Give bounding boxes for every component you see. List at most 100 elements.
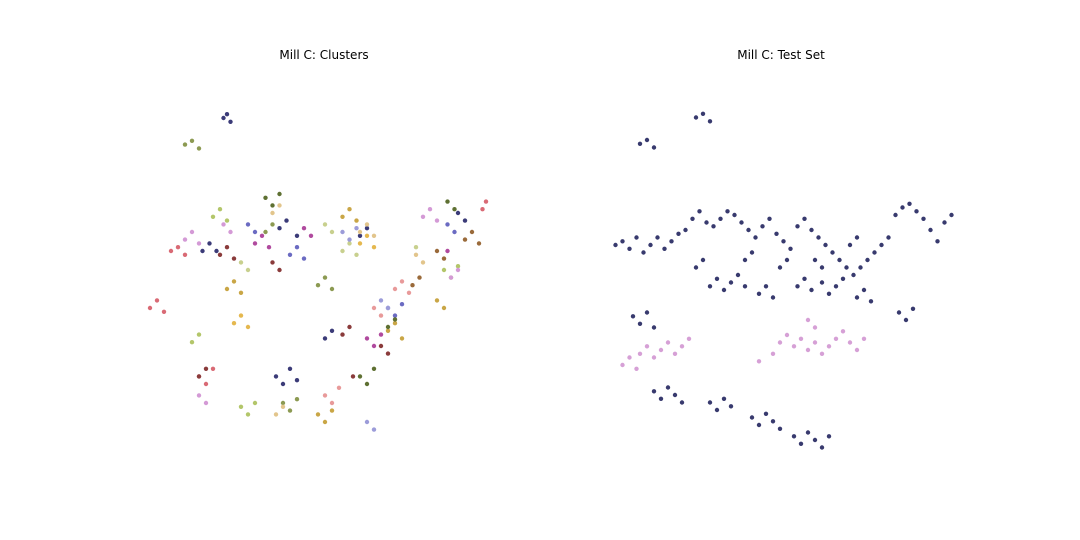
scatter-point-s4-9 [203, 381, 209, 387]
scatter-point-s2-3 [224, 286, 230, 292]
scatter-point-s1-27 [756, 359, 762, 364]
scatter-point-s0-17 [455, 210, 461, 216]
scatter-point-s5-5 [420, 214, 426, 219]
scatter-point-s9-3 [364, 222, 370, 227]
scatter-point-s4-2 [182, 252, 188, 257]
scatter-point-s0-108 [819, 265, 825, 270]
scatter-point-s0-4 [207, 241, 212, 246]
scatter-point-s2-7 [392, 321, 398, 326]
scatter-point-s10-6 [371, 343, 377, 349]
scatter-point-s3-3 [441, 267, 447, 273]
scatter-point-s0-97 [805, 430, 811, 435]
scatter-point-s0-53 [942, 220, 947, 225]
scatter-point-s0-24 [739, 220, 744, 225]
scatter-point-s14-4 [378, 313, 384, 318]
scatter-point-s0-16 [364, 226, 370, 231]
scatter-point-s7-3 [270, 260, 275, 265]
scatter-point-s0-13 [662, 246, 667, 251]
scatter-point-s0-85 [679, 400, 685, 405]
scatter-point-s10-1 [259, 233, 265, 238]
scatter-point-s0-45 [886, 235, 891, 240]
scatter-point-s11-4 [441, 256, 447, 261]
scatter-point-s4-3 [147, 305, 153, 311]
scatter-point-s7-11 [350, 374, 356, 379]
scatter-point-s1-24 [805, 317, 811, 323]
scatter-point-s0-62 [763, 284, 769, 289]
scatter-point-s0-51 [928, 227, 933, 233]
scatter-point-s0-30 [781, 239, 786, 244]
scatter-point-s13-5 [245, 324, 251, 330]
scatter-point-s7-8 [347, 324, 352, 330]
scatter-point-s0-0 [637, 141, 643, 146]
chart-title-clusters: Mill C: Clusters [279, 48, 368, 62]
scatter-point-s0-96 [798, 441, 804, 446]
scatter-point-s0-10 [641, 250, 646, 255]
scatter-point-s9-5 [413, 252, 419, 257]
scatter-point-s0-16 [683, 227, 688, 233]
scatter-point-s0-41 [858, 265, 863, 270]
scatter-point-s0-76 [644, 310, 650, 315]
scatter-point-s3-6 [189, 340, 195, 345]
scatter-point-s15-1 [347, 237, 352, 242]
scatter-point-s0-71 [854, 295, 860, 300]
scatter-point-s3-9 [245, 412, 251, 417]
scatter-point-s5-11 [203, 400, 209, 406]
scatter-point-s0-69 [833, 284, 839, 289]
scatter-point-s8-1 [270, 203, 275, 208]
scatter-point-s6-6 [392, 313, 398, 318]
scatter-point-s0-87 [714, 407, 720, 413]
scatter-point-s5-7 [434, 218, 440, 223]
scatter-point-s2-6 [385, 328, 391, 333]
scatter-point-s2-10 [322, 419, 328, 425]
chart-title-test-set: Mill C: Test Set [737, 48, 825, 62]
scatter-point-s0-3 [693, 115, 699, 120]
scatter-point-s0-83 [665, 385, 671, 390]
scatter-point-s7-10 [203, 366, 209, 371]
scatter-point-s3-8 [238, 404, 244, 409]
scatter-point-s0-91 [756, 422, 762, 428]
scatter-point-s0-26 [753, 235, 758, 240]
scatter-point-s0-2 [228, 119, 233, 125]
scatter-point-s0-99 [819, 445, 825, 450]
scatter-point-s8-4 [452, 207, 457, 212]
scatter-point-s0-86 [707, 400, 713, 405]
scatter-point-s0-42 [865, 257, 870, 263]
scatter-point-s1-20 [840, 329, 846, 334]
scatter-point-s0-64 [795, 284, 800, 289]
scatter-point-s0-70 [840, 276, 846, 281]
scatter-point-s2-5 [238, 290, 244, 295]
scatter-point-s12-0 [340, 248, 345, 254]
scatter-point-s11-1 [469, 229, 475, 235]
scatter-point-s0-80 [910, 306, 916, 311]
scatter-point-s6-3 [294, 245, 300, 250]
scatter-point-s1-3 [658, 347, 664, 353]
scatter-point-s1-18 [826, 344, 832, 349]
scatter-point-s12-6 [329, 229, 335, 235]
scatter-point-s1-10 [634, 366, 639, 371]
scatter-point-s1-2 [651, 355, 657, 360]
scatter-point-s0-68 [826, 291, 832, 296]
scatter-point-s0-78 [896, 310, 902, 315]
scatter-point-s0-6 [277, 226, 282, 231]
scatter-point-s0-84 [672, 392, 678, 398]
scatter-point-s5-4 [228, 229, 233, 235]
scatter-point-s5-8 [448, 275, 454, 280]
scatter-point-s2-8 [399, 336, 405, 341]
scatter-point-s0-12 [294, 378, 300, 383]
scatter-point-s1-6 [679, 344, 685, 349]
scatter-point-s1-10 [294, 397, 300, 402]
scatter-point-s12-2 [354, 252, 359, 257]
scatter-point-s0-89 [728, 404, 734, 409]
scatter-point-s1-14 [798, 336, 804, 341]
scatter-point-s0-28 [767, 216, 772, 221]
scatter-point-s11-6 [417, 275, 422, 280]
scatter-point-s6-8 [445, 222, 450, 227]
scatter-point-s13-0 [357, 241, 363, 246]
scatter-point-s8-2 [277, 191, 282, 197]
scatter-point-s0-79 [903, 317, 909, 323]
scatter-point-s7-1 [224, 245, 230, 250]
scatter-point-s0-32 [795, 224, 800, 229]
scatter-point-s0-105 [847, 242, 853, 248]
scatter-point-s0-14 [669, 239, 674, 244]
